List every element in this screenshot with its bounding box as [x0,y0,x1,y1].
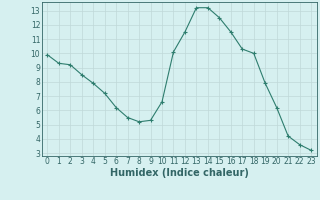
X-axis label: Humidex (Indice chaleur): Humidex (Indice chaleur) [110,168,249,178]
